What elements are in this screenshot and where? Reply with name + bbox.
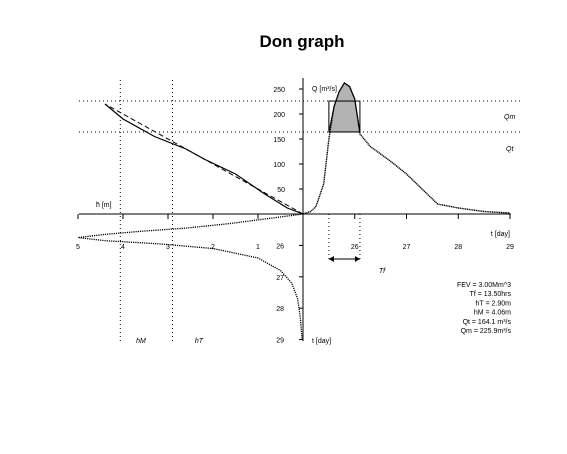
x-tick-label: 29: [506, 244, 514, 251]
stat-line: hM = 4.06m: [474, 310, 511, 317]
t-tick-label: 29: [276, 338, 284, 345]
y-tick-label: 250: [273, 87, 285, 94]
ht-label: hT: [195, 338, 204, 345]
y-tick-label: 200: [273, 112, 285, 119]
x-tick-label: 26: [351, 244, 359, 251]
hm-label: hM: [136, 338, 146, 345]
stage-hydrograph-line: [77, 213, 304, 340]
qm-label: Qm: [504, 114, 515, 121]
t-tick-label: 28: [276, 306, 284, 313]
peak-box: [328, 100, 361, 133]
hydrograph-y-label: Q [m³/s]: [312, 86, 337, 93]
stat-line: hT = 2.90m: [476, 300, 512, 307]
y-tick-label: 50: [277, 187, 285, 194]
stat-line: Qt = 164.1 m³/s: [463, 319, 512, 326]
h-tick-label: 2: [211, 244, 215, 251]
chart-title: Don graph: [260, 32, 345, 51]
x-tick-label: 28: [454, 244, 462, 251]
y-tick-label: 150: [273, 137, 285, 144]
stat-line: FEV = 3.00Mm^3: [457, 282, 511, 289]
t-tick-label: 26: [276, 243, 284, 250]
tf-arrow-right-icon: [354, 256, 360, 262]
x-tick-label: 27: [403, 244, 411, 251]
stage-y-label: t [day]: [312, 338, 331, 345]
level-curve-dashed: [104, 103, 304, 215]
h-tick-label: 3: [166, 244, 170, 251]
h-axis-label: h̄ [m]: [96, 202, 112, 209]
t-tick-label: 27: [276, 275, 284, 282]
stat-line: Qm = 225.9m³/s: [461, 328, 512, 335]
tf-label: Tf: [379, 268, 386, 275]
plot-layer: 26 27 28 29 t [day] 50 100 150 200 250 Q [m³/s] Qm Q…: [76, 78, 523, 345]
hydrograph-x-label: t [day]: [491, 231, 510, 238]
h-tick-label: 1: [256, 244, 260, 251]
qt-label: Qt: [506, 146, 514, 153]
hydrograph-series-line: [302, 82, 511, 215]
tf-arrow-left-icon: [328, 256, 334, 262]
stat-line: Tf = 13.50hrs: [470, 291, 512, 298]
h-tick-label: 4: [121, 244, 125, 251]
h-tick-label: 5: [76, 244, 80, 251]
y-tick-label: 100: [273, 162, 285, 169]
